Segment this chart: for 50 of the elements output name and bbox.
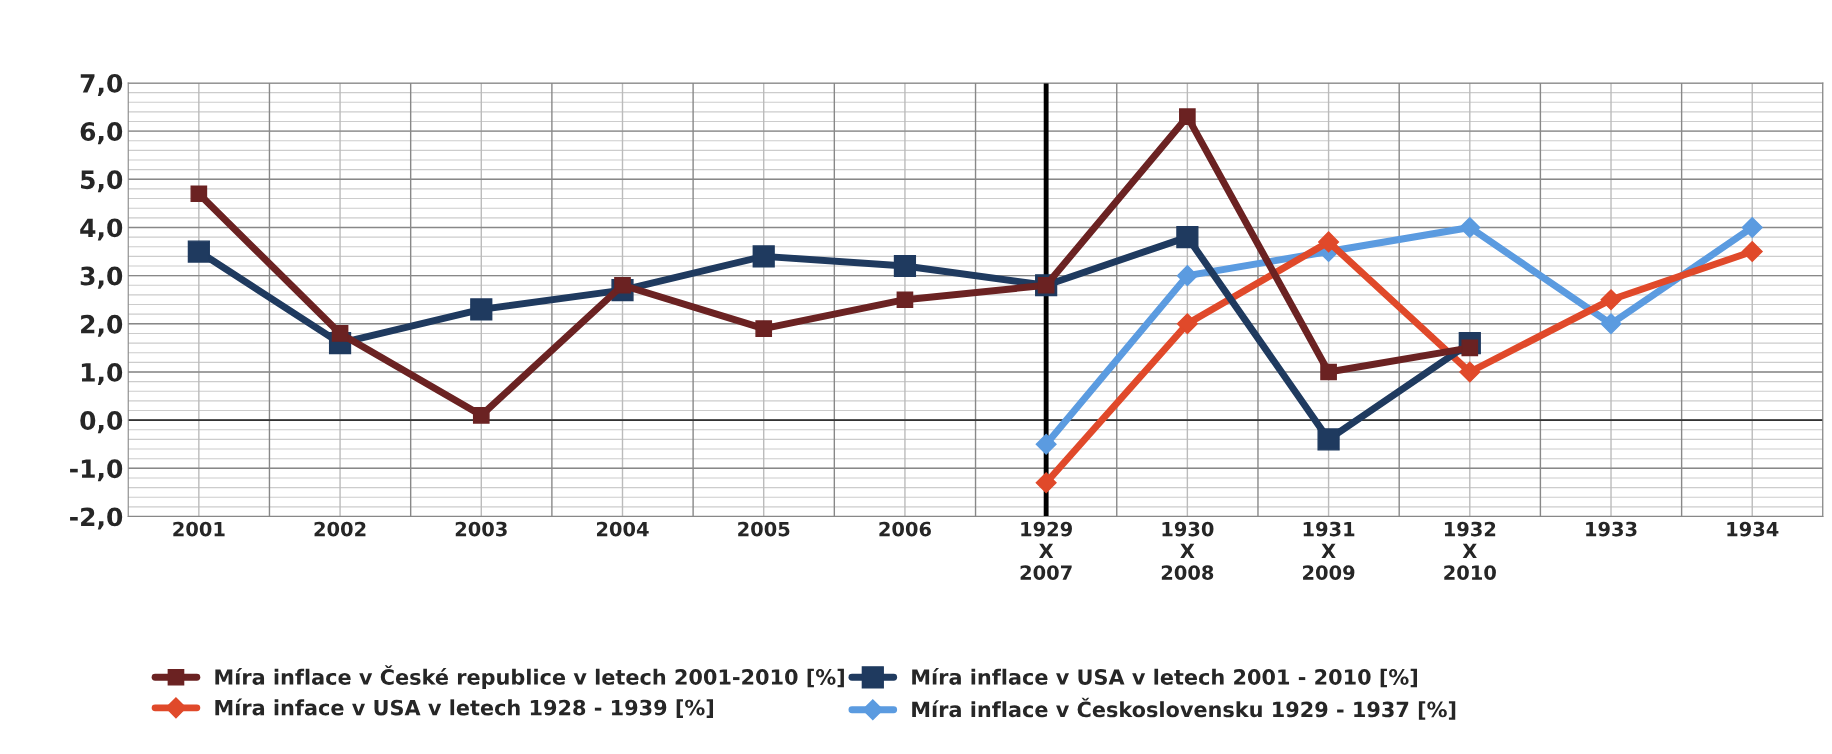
x-tick-label: 1932 X 2010 [1444,521,1496,580]
x-tick-label: 2006 [879,521,931,537]
x-tick-label: 1931 X 2009 [1303,521,1355,580]
x-tick-label: 2004 [596,521,649,537]
point [1176,225,1199,249]
point [1600,289,1622,311]
point [472,406,490,424]
y-tick-label: 0,0 [80,411,123,434]
point [1741,216,1763,238]
y-tick-label: 1,0 [81,362,123,386]
y-tick-label: -2,0 [70,507,123,530]
x-tick-label: 2005 [738,521,790,537]
point [1176,313,1198,335]
point [1035,433,1057,455]
point [331,325,349,342]
point [1741,241,1763,263]
point [187,240,210,263]
point [893,254,917,278]
legend-label: Míra inflace v Československu 1929 - 1937 [%] [912,697,1456,720]
legend-label: Míra inface v USA v letech 1928 - 1939 [%] [215,698,714,718]
point [1317,428,1340,451]
x-tick-label: 2002 [314,521,366,537]
point [1459,216,1481,238]
point [1320,363,1337,381]
point [1035,472,1057,494]
legend-label: Míra inflace v České republice v letech 2001-2010 [%] [215,665,844,689]
y-tick-label: 7,0 [80,73,123,96]
point [190,185,208,203]
point [1459,361,1481,383]
y-tick-label: 6,0 [80,122,123,145]
point [1600,313,1622,335]
y-tick-label: 3,0 [80,266,123,289]
x-tick-label: 1929 X 2007 [1020,521,1072,580]
y-tick-label: 4,0 [80,218,123,241]
y-tick-label: -1,0 [70,459,123,482]
point [1179,108,1196,125]
point [470,298,493,321]
y-tick-label: 5,0 [81,170,123,193]
x-tick-label: 2001 [173,521,225,537]
x-tick-label: 1933 [1586,521,1637,537]
y-tick-label: 2,0 [81,314,123,337]
point [896,291,914,309]
point [1176,265,1198,287]
x-tick-label: 2003 [455,521,507,537]
point [755,320,773,337]
legend-label: Míra inflace v USA v letech 2001 - 2010 [%] [912,667,1417,688]
point [1318,231,1340,253]
point [752,245,775,268]
x-tick-label: 1934 [1727,521,1779,537]
x-tick-label: 1930 X 2008 [1161,521,1214,580]
